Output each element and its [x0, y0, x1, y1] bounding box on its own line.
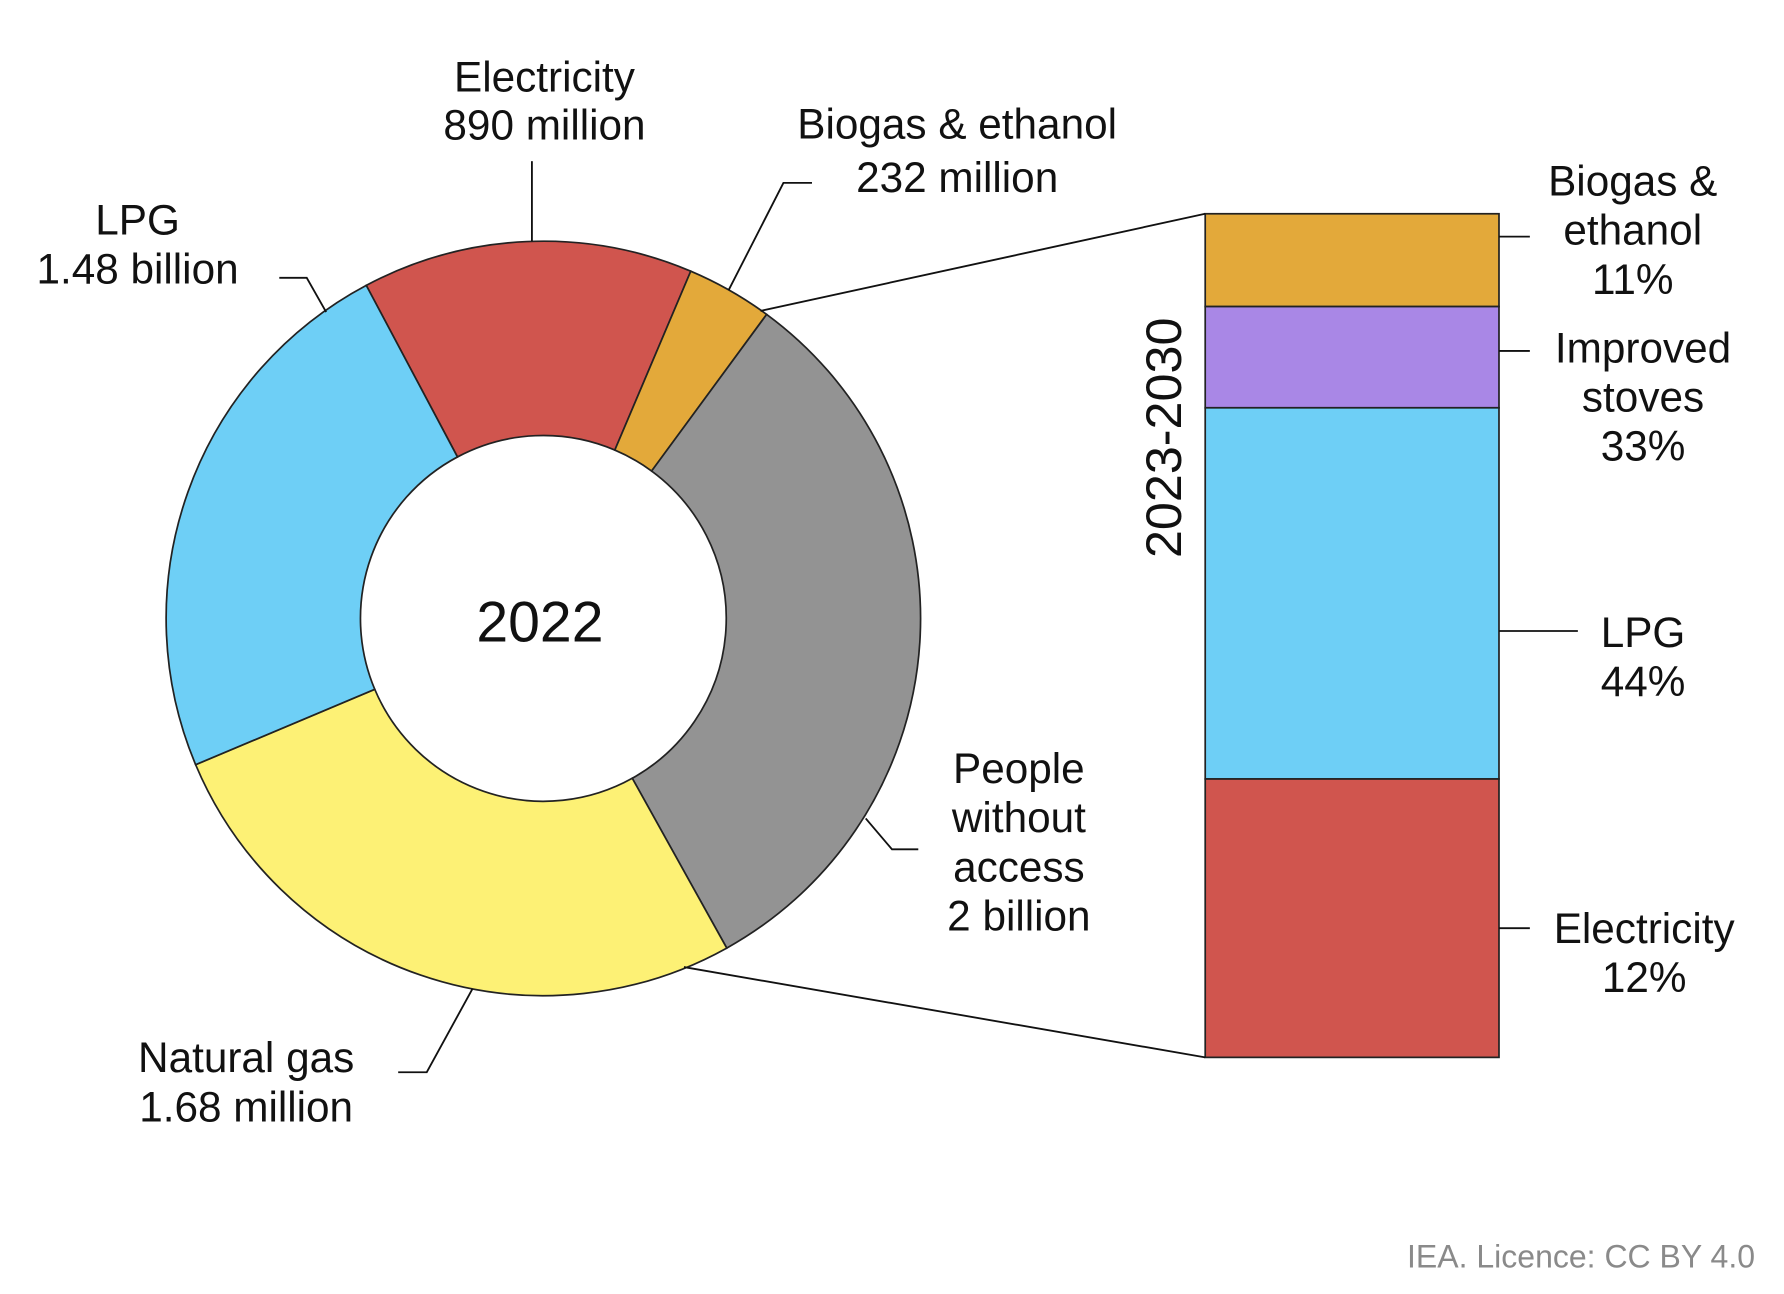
donut-slice-natgas: [194, 688, 728, 997]
label-name: People: [953, 745, 1085, 792]
label-name: without: [951, 794, 1086, 841]
connector-top: [760, 212, 1206, 312]
label-value: 11%: [1592, 256, 1674, 303]
label-lpg: LPG 1.48 billion: [36, 196, 327, 313]
bar-label-biogas: Biogas & ethanol 11%: [1498, 157, 1717, 303]
label-name: Electricity: [454, 53, 636, 100]
bar-segment-biogas: [1204, 212, 1500, 308]
donut-slice-people: [631, 313, 922, 950]
bar-period-label: 2023-2030: [1135, 318, 1192, 558]
leader-line: [865, 817, 919, 851]
donut-center-label: 2022: [476, 590, 603, 654]
label-name: stoves: [1582, 374, 1704, 421]
label-name: Electricity: [1554, 905, 1736, 952]
label-name: Biogas & ethanol: [797, 100, 1117, 147]
leader-line: [727, 181, 812, 291]
label-value: 33%: [1601, 423, 1686, 470]
bar-label-lpg: LPG 44%: [1498, 609, 1686, 705]
label-value: 232 million: [856, 154, 1058, 201]
label-natural-gas: Natural gas 1.68 million: [138, 988, 474, 1130]
label-biogas: Biogas & ethanol 232 million: [727, 100, 1117, 291]
credit-footer: IEA. Licence: CC BY 4.0: [1407, 1239, 1755, 1275]
connector-bottom: [683, 966, 1206, 1059]
label-people-without-access: People without access 2 billion: [865, 745, 1091, 939]
label-name: Improved: [1555, 324, 1731, 371]
label-value: 12%: [1602, 954, 1687, 1001]
leader-line: [279, 276, 327, 313]
stacked-bar: [1204, 212, 1500, 1059]
label-name: access: [953, 843, 1085, 890]
leader-line: [398, 988, 474, 1074]
bar-label-electricity: Electricity 12%: [1498, 905, 1736, 1001]
bar-segment-electricity: [1204, 778, 1500, 1059]
label-name: LPG: [1601, 609, 1686, 656]
label-value: 1.48 billion: [36, 245, 238, 292]
bar-label-improved-stoves: Improved stoves 33%: [1498, 324, 1731, 470]
donut-chart: [165, 240, 922, 997]
label-value: 2 billion: [947, 892, 1090, 939]
label-value: 44%: [1601, 658, 1686, 705]
label-value: 890 million: [443, 101, 645, 148]
donut-slice-electricity: [365, 240, 692, 459]
label-name: ethanol: [1563, 207, 1702, 254]
label-name: LPG: [95, 196, 180, 243]
label-electricity: Electricity 890 million: [443, 53, 646, 242]
label-value: 1.68 million: [139, 1083, 353, 1130]
bar-segment-improved: [1204, 305, 1500, 409]
bar-segment-lpg: [1204, 406, 1500, 780]
label-name: Biogas &: [1548, 157, 1717, 204]
label-name: Natural gas: [138, 1034, 354, 1081]
